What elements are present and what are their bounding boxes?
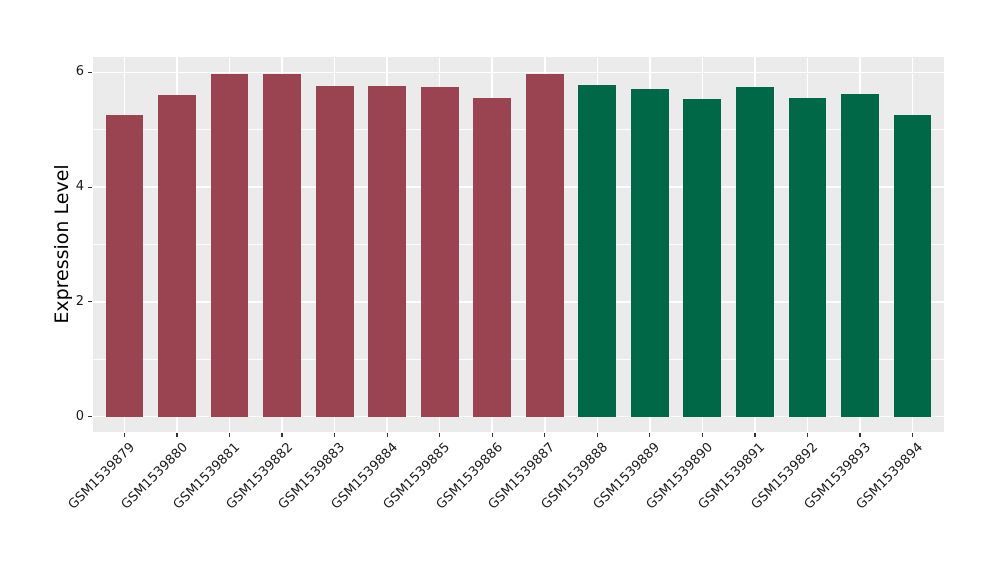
y-axis-title: Expression Level	[51, 164, 73, 324]
x-tick-mark-GSM1539880	[176, 433, 178, 437]
x-tick-mark-GSM1539886	[491, 433, 493, 437]
y-tick-label-4: 4	[75, 179, 84, 195]
x-tick-mark-GSM1539885	[439, 433, 441, 437]
x-tick-mark-GSM1539888	[596, 433, 598, 437]
bar-GSM1539886	[473, 98, 512, 417]
y-tick-mark-0	[88, 415, 92, 418]
x-tick-mark-GSM1539894	[911, 433, 914, 437]
bar-GSM1539890	[683, 98, 722, 417]
x-tick-mark-GSM1539887	[544, 433, 546, 437]
gridline-minor-y3	[93, 244, 944, 245]
x-tick-mark-GSM1539882	[281, 433, 283, 437]
bar-GSM1539892	[788, 97, 827, 417]
y-tick-mark-2	[88, 301, 92, 303]
x-tick-mark-GSM1539889	[649, 433, 651, 437]
bar-GSM1539882	[263, 73, 301, 417]
bar-GSM1539885	[420, 86, 459, 417]
bar-GSM1539893	[841, 93, 879, 417]
y-tick-mark-4	[88, 186, 92, 188]
gridline-minor-y5	[93, 129, 944, 131]
y-tick-label-2: 2	[75, 294, 84, 310]
gridline-major-y4	[93, 186, 944, 188]
y-tick-label-0: 0	[75, 408, 84, 424]
bar-GSM1539887	[525, 74, 564, 417]
bar-GSM1539889	[630, 88, 669, 417]
x-tick-mark-GSM1539893	[859, 433, 861, 437]
y-tick-label-6: 6	[75, 64, 84, 80]
bar-GSM1539883	[315, 85, 354, 417]
bar-GSM1539884	[368, 85, 407, 417]
bar-GSM1539891	[735, 86, 774, 417]
bar-GSM1539880	[158, 94, 196, 417]
x-tick-mark-GSM1539891	[754, 433, 756, 437]
x-tick-mark-GSM1539890	[701, 433, 703, 437]
x-tick-mark-GSM1539879	[123, 433, 126, 437]
y-tick-mark-6	[88, 71, 92, 74]
gridline-minor-y1	[93, 358, 944, 360]
gridline-major-y0	[93, 415, 944, 418]
gridline-major-y2	[93, 301, 944, 303]
plot-panel	[93, 57, 944, 432]
bar-GSM1539888	[578, 84, 617, 417]
gridline-major-y6	[93, 71, 944, 74]
bar-GSM1539881	[210, 73, 249, 417]
x-tick-mark-GSM1539884	[386, 433, 388, 437]
bar-GSM1539879	[105, 114, 144, 417]
x-tick-mark-GSM1539883	[333, 433, 336, 437]
bar-GSM1539894	[893, 114, 932, 417]
x-tick-mark-GSM1539892	[806, 433, 809, 437]
x-tick-mark-GSM1539881	[228, 433, 231, 437]
